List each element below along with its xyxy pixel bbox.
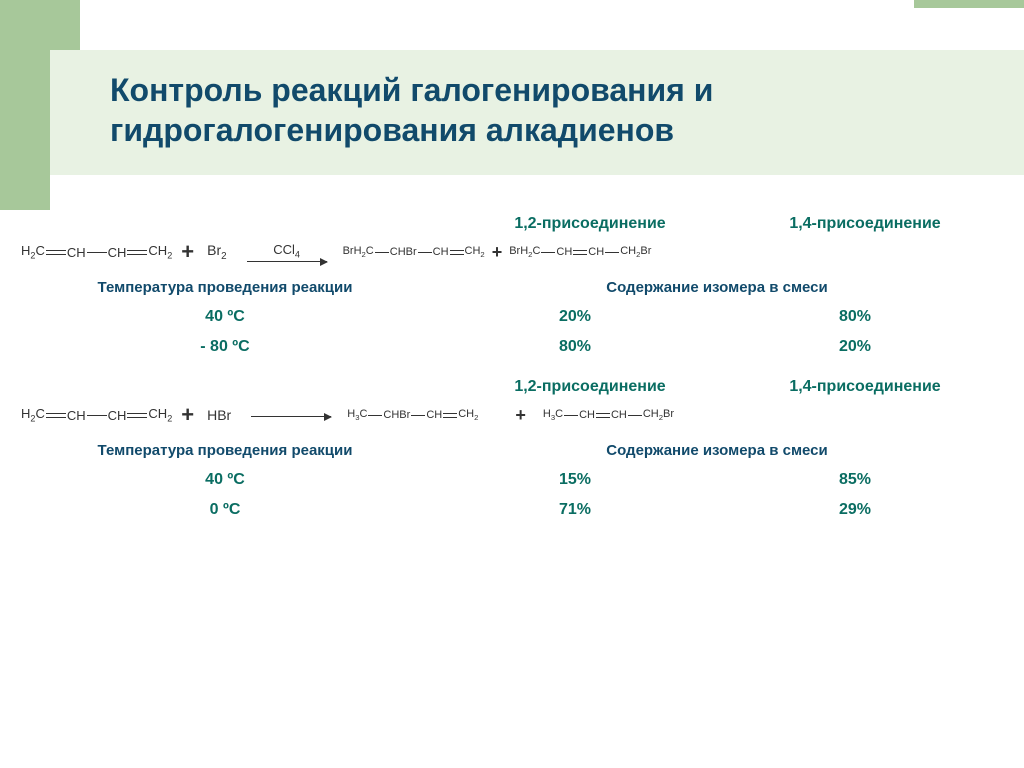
label-14-addition: 1,4-присоединение xyxy=(730,215,1000,233)
r2-data: Температура проведения реакции Содержани… xyxy=(20,442,1004,519)
label-14-addition: 1,4-присоединение xyxy=(730,378,1000,396)
plus-icon: + xyxy=(173,239,202,265)
reaction-arrow-2 xyxy=(236,414,346,417)
plus-icon: + xyxy=(486,242,509,263)
butadiene-1: H2C CH CH CH2 xyxy=(20,243,173,261)
reagent-hbr: HBr xyxy=(202,407,236,423)
r2-row-1: 40 ºC 15% 85% xyxy=(20,471,1004,489)
r2-product-labels: 1,2-присоединение 1,4-присоединение xyxy=(20,378,1004,396)
plus-icon: + xyxy=(173,402,202,428)
r1-product-14: BrH2C CH CH CH2Br xyxy=(508,245,652,259)
r2-row-2: 0 ºC 71% 29% xyxy=(20,501,1004,519)
r1-product-labels: 1,2-присоединение 1,4-присоединение xyxy=(20,215,1004,233)
title-left-accent xyxy=(0,50,50,210)
label-12-addition: 1,2-присоединение xyxy=(450,215,730,233)
reaction-2-equation: H2C CH CH CH2 + HBr H3C CHBr CH CH2 + H3… xyxy=(20,402,1004,428)
r2-product-14: H3C CH CH CH2Br xyxy=(542,408,675,422)
slide-title: Контроль реакций галогенирования и гидро… xyxy=(110,70,984,150)
label-12-addition: 1,2-присоединение xyxy=(450,378,730,396)
r2-product-12: H3C CHBr CH CH2 xyxy=(346,408,479,422)
corner-accent-tr xyxy=(914,0,1024,8)
r1-data: Температура проведения реакции Содержани… xyxy=(20,279,1004,356)
content-area: 1,2-присоединение 1,4-присоединение H2C … xyxy=(20,215,1004,541)
isomer-header: Содержание изомера в смеси xyxy=(430,442,1004,459)
temp-header: Температура проведения реакции xyxy=(20,279,430,296)
title-block: Контроль реакций галогенирования и гидро… xyxy=(50,50,1024,175)
butadiene-2: H2C CH CH CH2 xyxy=(20,406,173,424)
temp-header: Температура проведения реакции xyxy=(20,442,430,459)
reaction-1-equation: H2C CH CH CH2 + Br2 CCl4 BrH2C CHBr CH C… xyxy=(20,239,1004,265)
plus-icon: + xyxy=(509,405,532,426)
reagent-br2: Br2 xyxy=(202,242,231,262)
reaction-arrow-1: CCl4 xyxy=(232,242,342,263)
r1-product-12: BrH2C CHBr CH CH2 xyxy=(342,245,486,259)
r1-row-1: 40 ºC 20% 80% xyxy=(20,308,1004,326)
isomer-header: Содержание изомера в смеси xyxy=(430,279,1004,296)
r1-row-2: - 80 ºC 80% 20% xyxy=(20,338,1004,356)
corner-accent-tl xyxy=(0,0,80,50)
